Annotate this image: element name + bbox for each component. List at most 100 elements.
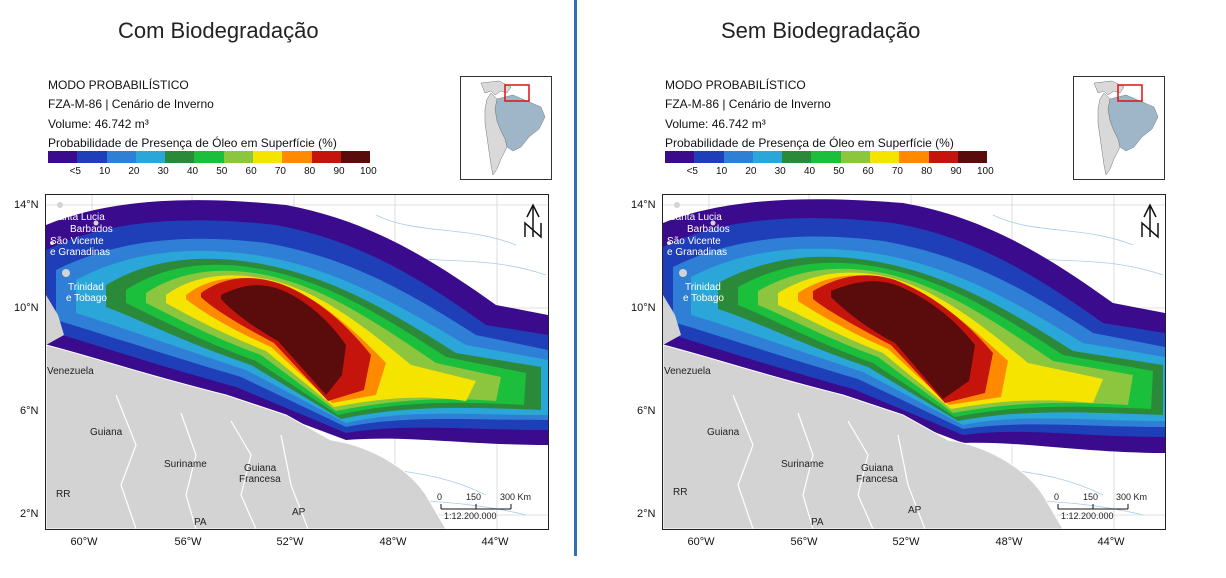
- legend-swatch: [752, 151, 783, 163]
- label-tobago: e Tobago: [66, 293, 107, 304]
- lon-tick-44w: 44°W: [1097, 536, 1125, 548]
- lon-tick-56w: 56°W: [174, 536, 202, 548]
- legend-swatch: [928, 151, 958, 163]
- lat-tick-10n: 10°N: [14, 302, 39, 314]
- legend-tick-label: 80: [304, 166, 316, 177]
- legend-tick-label: 80: [921, 166, 933, 177]
- panel-com-biodegradacao: Com Biodegradação MODO PROBABILÍSTICO FZ…: [0, 0, 560, 578]
- legend-swatch: [311, 151, 341, 163]
- lat-tick-14n: 14°N: [14, 199, 39, 211]
- label-barbados: Barbados: [70, 224, 113, 235]
- label-venezuela: Venezuela: [47, 366, 94, 377]
- legend-title: Probabilidade de Presença de Óleo em Sup…: [665, 136, 954, 150]
- legend-tick-label: 70: [891, 166, 903, 177]
- legend-swatch: [165, 151, 195, 163]
- legend-tick-label: 10: [99, 166, 111, 177]
- legend-swatch: [782, 151, 812, 163]
- lon-tick-52w: 52°W: [892, 536, 920, 548]
- label-guiana-francesa-2: Francesa: [239, 474, 281, 485]
- legend-tick-label: 50: [833, 166, 845, 177]
- label-santa-lucia: Santa Lucia: [52, 212, 105, 223]
- label-granadinas: e Granadinas: [50, 247, 111, 258]
- panel-divider: [574, 0, 577, 556]
- legend-tick-label: 100: [359, 166, 377, 177]
- panel-title: Com Biodegradação: [118, 18, 319, 43]
- legend-title: Probabilidade de Presença de Óleo em Sup…: [48, 136, 337, 150]
- legend-tick-label: 90: [950, 166, 962, 177]
- label-rr: RR: [56, 489, 71, 500]
- legend-tick-label: 60: [862, 166, 874, 177]
- legend-tick-label: 90: [333, 166, 345, 177]
- legend-tick-label: 70: [274, 166, 286, 177]
- label-pa: PA: [194, 517, 207, 528]
- probability-map: [45, 194, 549, 530]
- mode-label: MODO PROBABILÍSTICO: [48, 78, 189, 92]
- label-sao-vicente: São Vicente: [50, 236, 104, 247]
- locator-inset-map: [460, 76, 552, 180]
- label-guiana: Guiana: [90, 427, 123, 438]
- lon-tick-48w: 48°W: [379, 536, 407, 548]
- scalebar-300: 300 Km: [1116, 492, 1148, 502]
- legend-swatch: [694, 151, 724, 163]
- legend-tick-label: 30: [157, 166, 169, 177]
- scalebar-150: 150: [1083, 492, 1099, 502]
- probability-map: [662, 194, 1166, 530]
- label-guiana: Guiana: [707, 427, 740, 438]
- legend-tick-label: 50: [216, 166, 228, 177]
- label-barbados: Barbados: [687, 224, 730, 235]
- legend-tick-label: <5: [686, 166, 698, 177]
- lon-tick-56w: 56°W: [790, 536, 818, 548]
- legend-tick-label: 60: [245, 166, 257, 177]
- lat-tick-6n: 6°N: [637, 405, 656, 417]
- lat-tick-2n: 2°N: [637, 508, 656, 520]
- lat-tick-14n: 14°N: [631, 199, 656, 211]
- legend-swatch: [840, 151, 871, 163]
- legend-swatch: [223, 151, 254, 163]
- label-ap: AP: [292, 507, 306, 518]
- legend-tick-label: 10: [716, 166, 728, 177]
- lon-tick-52w: 52°W: [276, 536, 304, 548]
- legend-tick-label: <5: [69, 166, 81, 177]
- label-guiana-francesa-2: Francesa: [856, 474, 898, 485]
- label-sao-vicente: São Vicente: [667, 236, 721, 247]
- panel-title: Sem Biodegradação: [721, 18, 921, 43]
- scenario-label: FZA-M-86 | Cenário de Inverno: [665, 97, 831, 111]
- locator-inset-map: [1073, 76, 1165, 180]
- legend-swatch: [957, 151, 988, 163]
- label-suriname: Suriname: [164, 459, 207, 470]
- lat-tick-2n: 2°N: [20, 508, 39, 520]
- legend-tick-label: 30: [774, 166, 786, 177]
- legend-swatch: [723, 151, 753, 163]
- mode-label: MODO PROBABILÍSTICO: [665, 78, 806, 92]
- label-ap: AP: [908, 505, 922, 516]
- legend-swatch: [253, 151, 283, 163]
- label-pa: PA: [811, 517, 824, 528]
- legend-tick-label: 40: [803, 166, 816, 177]
- scenario-label: FZA-M-86 | Cenário de Inverno: [48, 97, 214, 111]
- label-venezuela: Venezuela: [664, 366, 711, 377]
- legend-swatch: [665, 151, 695, 163]
- scalebar-150: 150: [466, 492, 482, 502]
- label-trinidad: Trinidad: [685, 282, 721, 293]
- scalebar-ratio: 1:12.200.000: [1061, 511, 1114, 521]
- scalebar-300: 300 Km: [500, 492, 532, 502]
- legend-swatch: [48, 151, 78, 163]
- label-rr: RR: [673, 487, 688, 498]
- legend-swatch: [135, 151, 166, 163]
- legend-tick-label: 20: [745, 166, 757, 177]
- panel-sem-biodegradacao: Sem Biodegradação MODO PROBABILÍSTICO FZ…: [613, 0, 1173, 578]
- label-guiana-francesa-1: Guiana: [861, 463, 894, 474]
- label-granadinas: e Granadinas: [667, 247, 728, 258]
- scalebar-ratio: 1:12.200.000: [444, 511, 497, 521]
- lat-tick-6n: 6°N: [20, 405, 39, 417]
- label-guiana-francesa-1: Guiana: [244, 463, 277, 474]
- label-tobago: e Tobago: [683, 293, 724, 304]
- legend-swatch: [77, 151, 107, 163]
- label-trinidad: Trinidad: [68, 282, 104, 293]
- legend-swatch: [106, 151, 136, 163]
- legend-swatch: [870, 151, 900, 163]
- label-santa-lucia: Santa Lucia: [669, 212, 722, 223]
- legend-tick-label: 100: [976, 166, 994, 177]
- lon-tick-60w: 60°W: [70, 536, 98, 548]
- legend-swatch: [811, 151, 841, 163]
